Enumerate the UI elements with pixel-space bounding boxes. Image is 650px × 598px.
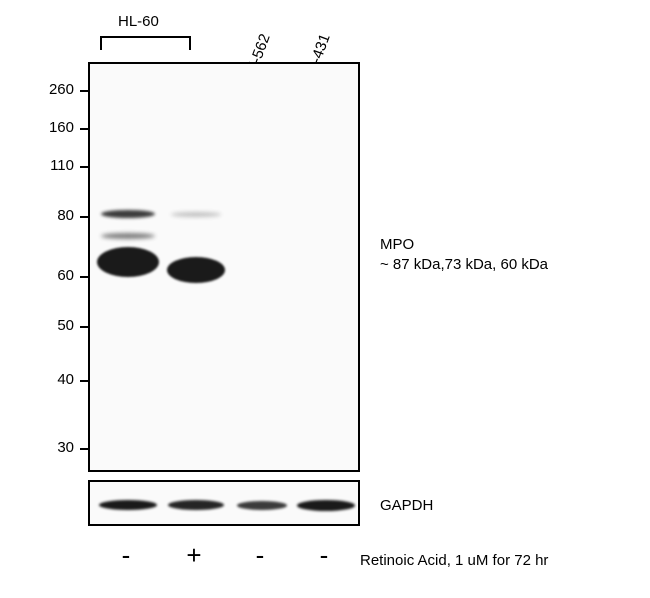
- mw-tick: [80, 276, 88, 278]
- mw-label: 60: [40, 267, 74, 284]
- bracket-top: [100, 36, 190, 38]
- mw-label: 80: [40, 207, 74, 224]
- target-label-mpo: MPO ~ 87 kDa,73 kDa, 60 kDa: [380, 235, 548, 274]
- mw-label: 160: [40, 119, 74, 136]
- loading-blot-panel: [88, 480, 360, 526]
- treatment-label: Retinoic Acid, 1 uM for 72 hr: [360, 552, 548, 569]
- bracket-right: [189, 36, 191, 50]
- mw-tick: [80, 216, 88, 218]
- mw-label: 50: [40, 317, 74, 334]
- blot-band: [101, 233, 155, 239]
- loading-band: [99, 500, 157, 510]
- treatment-symbol: -: [248, 540, 272, 571]
- target-sizes: ~ 87 kDa,73 kDa, 60 kDa: [380, 256, 548, 273]
- treatment-symbol: -: [114, 540, 138, 571]
- mw-tick: [80, 128, 88, 130]
- mw-tick: [80, 380, 88, 382]
- mw-tick: [80, 448, 88, 450]
- loading-band: [237, 501, 287, 510]
- sample-label-hl60: HL-60: [118, 13, 159, 30]
- mw-tick: [80, 166, 88, 168]
- loading-band: [168, 500, 224, 510]
- mw-tick: [80, 90, 88, 92]
- treatment-symbol: -: [312, 540, 336, 571]
- loading-band: [297, 500, 355, 511]
- blot-band: [167, 257, 225, 283]
- blot-band: [97, 247, 159, 277]
- mw-label: 110: [40, 157, 74, 174]
- mw-label: 260: [40, 81, 74, 98]
- mw-label: 40: [40, 371, 74, 388]
- bracket-left: [100, 36, 102, 50]
- main-blot-panel: [88, 62, 360, 472]
- target-label-gapdh: GAPDH: [380, 496, 433, 516]
- blot-band: [171, 212, 221, 217]
- western-blot-figure: HL-60 K-562 A-431 MPO ~ 87 kDa,73 kDa, 6…: [0, 0, 650, 598]
- blot-band: [101, 210, 155, 218]
- target-name: MPO: [380, 236, 414, 253]
- treatment-symbol: +: [182, 540, 206, 571]
- mw-label: 30: [40, 439, 74, 456]
- mw-tick: [80, 326, 88, 328]
